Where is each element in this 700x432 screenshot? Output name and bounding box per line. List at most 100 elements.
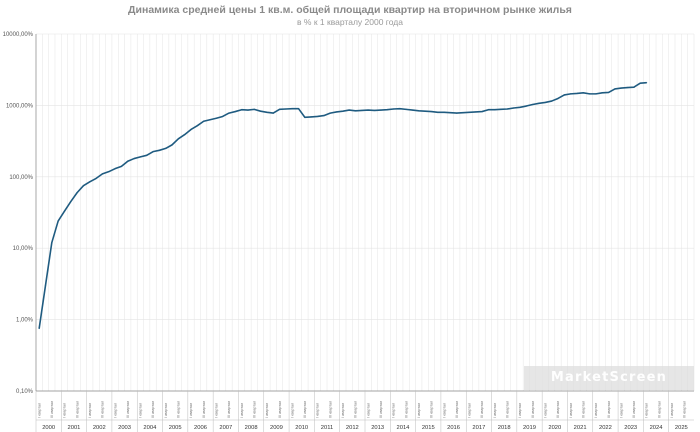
data-point xyxy=(272,112,274,114)
chart-title: Динамика средней цены 1 кв.м. общей площ… xyxy=(128,4,572,16)
x-year-label: 2000 xyxy=(42,425,55,431)
x-quarter-label: I квартал xyxy=(240,403,244,418)
data-point xyxy=(494,109,496,111)
x-quarter-label: I квартал xyxy=(544,403,548,418)
data-point xyxy=(399,108,401,110)
x-quarter-label: I квартал xyxy=(113,403,117,418)
x-year-label: 2004 xyxy=(143,425,157,431)
x-year-label: 2017 xyxy=(472,425,485,431)
data-point xyxy=(247,109,249,111)
data-point xyxy=(285,108,287,110)
x-quarter-label: III квартал xyxy=(252,401,256,418)
data-point xyxy=(481,110,483,113)
data-point xyxy=(563,94,565,96)
data-point xyxy=(114,168,116,170)
x-quarter-label: III квартал xyxy=(506,401,510,418)
data-point xyxy=(146,154,148,156)
data-point xyxy=(152,151,154,153)
data-point xyxy=(310,116,312,118)
data-point xyxy=(462,112,464,114)
x-quarter-label: III квартал xyxy=(480,401,484,418)
x-year-label: 2023 xyxy=(624,425,637,431)
data-point xyxy=(203,120,205,122)
data-point xyxy=(228,112,230,114)
x-quarter-label: I квартал xyxy=(493,403,497,418)
x-quarter-label: I квартал xyxy=(468,403,472,418)
data-point xyxy=(544,101,546,104)
x-year-label: 2010 xyxy=(295,425,308,431)
data-point xyxy=(519,106,521,108)
x-quarter-label: I квартал xyxy=(341,403,345,418)
data-point xyxy=(165,147,167,149)
y-tick-label: 1000,00% xyxy=(6,103,34,109)
x-year-label: 2012 xyxy=(346,425,359,431)
x-quarter-label: I квартал xyxy=(518,403,522,418)
data-point xyxy=(329,112,331,114)
x-year-label: 2022 xyxy=(599,425,612,431)
x-year-label: 2002 xyxy=(93,425,106,431)
data-point xyxy=(51,241,53,244)
data-point xyxy=(576,92,578,95)
data-point xyxy=(342,110,344,112)
data-point xyxy=(367,109,369,111)
data-point xyxy=(468,111,470,113)
x-quarter-label: I квартал xyxy=(265,403,269,418)
x-quarter-label: I квартал xyxy=(670,403,674,418)
x-quarter-label: III квартал xyxy=(278,401,282,418)
y-tick-label: 0,10% xyxy=(16,389,34,395)
x-quarter-label: III квартал xyxy=(581,401,585,418)
data-point xyxy=(133,157,135,160)
data-point xyxy=(424,110,426,112)
x-year-label: 2019 xyxy=(523,425,536,431)
x-year-label: 2009 xyxy=(270,425,283,431)
x-quarter-label: III квартал xyxy=(75,401,79,418)
x-year-label: 2020 xyxy=(548,425,561,431)
data-point xyxy=(607,91,610,94)
x-quarter-label: I квартал xyxy=(316,403,320,418)
data-point xyxy=(595,93,597,95)
x-year-label: 2014 xyxy=(397,425,411,431)
data-point xyxy=(405,108,407,110)
x-quarter-label: III квартал xyxy=(354,401,358,418)
data-point xyxy=(316,115,319,118)
data-point xyxy=(266,111,268,113)
x-year-label: 2025 xyxy=(675,425,688,431)
x-quarter-label: III квартал xyxy=(227,401,231,418)
x-quarter-label: I квартал xyxy=(366,403,370,418)
data-point xyxy=(171,144,173,146)
data-point xyxy=(127,160,129,162)
data-point xyxy=(620,87,622,89)
data-point xyxy=(234,110,236,113)
data-point xyxy=(570,93,572,95)
data-point xyxy=(278,108,281,110)
data-point xyxy=(190,128,192,131)
x-quarter-label: III квартал xyxy=(632,401,636,418)
data-point xyxy=(500,108,502,110)
data-point xyxy=(260,110,262,112)
x-quarter-label: III квартал xyxy=(177,401,181,418)
x-quarter-label: I квартал xyxy=(442,403,446,418)
data-point xyxy=(222,115,224,118)
data-point xyxy=(158,149,160,151)
data-point xyxy=(253,108,255,110)
data-point xyxy=(184,133,186,136)
x-quarter-label: I квартал xyxy=(392,403,396,418)
data-point xyxy=(386,109,388,111)
data-point xyxy=(475,111,477,113)
x-quarter-label: I квартал xyxy=(619,403,623,418)
data-point xyxy=(70,200,72,203)
data-point xyxy=(291,108,293,110)
y-tick-label: 10,00% xyxy=(13,246,34,252)
x-quarter-label: III квартал xyxy=(202,401,206,418)
data-point xyxy=(241,109,243,111)
data-point xyxy=(335,111,338,113)
data-point xyxy=(95,177,97,179)
data-point xyxy=(323,114,325,117)
grid-lines xyxy=(35,33,695,392)
x-year-label: 2021 xyxy=(574,425,587,431)
data-point xyxy=(582,92,584,94)
data-point xyxy=(487,109,489,111)
x-axis: I квартал III квартал 2000 I квартал III ква… xyxy=(35,390,694,432)
data-point xyxy=(82,185,85,187)
data-point xyxy=(63,210,66,212)
